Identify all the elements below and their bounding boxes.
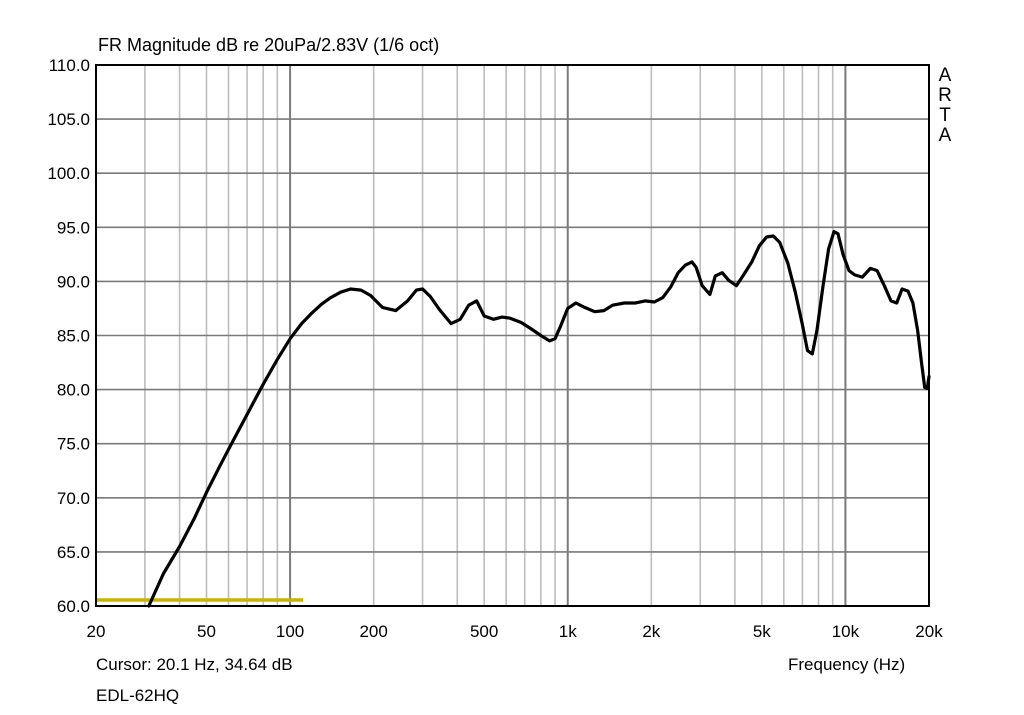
y-tick-label: 65.0 [57, 543, 90, 562]
arta-watermark: A R T A [936, 66, 954, 146]
x-axis-title: Frequency (Hz) [788, 655, 906, 674]
y-tick-label: 60.0 [57, 597, 90, 616]
y-tick-label: 105.0 [47, 110, 90, 129]
watermark-letter: A [938, 65, 952, 86]
x-tick-label: 10k [832, 622, 860, 641]
x-tick-label: 1k [559, 622, 577, 641]
watermark-letter: A [938, 125, 952, 146]
device-name: EDL-62HQ [96, 686, 180, 705]
x-tick-label: 20 [87, 622, 106, 641]
y-tick-label: 85.0 [57, 327, 90, 346]
y-tick-label: 110.0 [49, 56, 90, 75]
y-axis-tick-labels: 110.0 105.0 100.0 95.0 90.0 85.0 80.0 75.0 70.0 6… [47, 56, 90, 616]
x-tick-label: 50 [197, 622, 216, 641]
response-line [147, 230, 931, 608]
y-tick-label: 95.0 [57, 218, 90, 237]
watermark-letter: T [939, 105, 951, 126]
x-tick-label: 100 [276, 622, 304, 641]
chart-title: FR Magnitude dB re 20uPa/2.83V (1/6 oct) [98, 35, 440, 55]
cursor-readout: Cursor: 20.1 Hz, 34.64 dB [96, 655, 293, 674]
major-gridlines [96, 65, 929, 606]
y-tick-label: 80.0 [57, 381, 90, 400]
x-tick-label: 500 [470, 622, 498, 641]
x-tick-label: 2k [642, 622, 660, 641]
y-tick-label: 70.0 [57, 489, 90, 508]
x-tick-label: 20k [915, 622, 943, 641]
y-tick-label: 100.0 [47, 164, 90, 183]
x-tick-label: 5k [753, 622, 771, 641]
frequency-response-curve [147, 230, 931, 608]
y-tick-label: 75.0 [57, 435, 90, 454]
y-tick-label: 90.0 [57, 272, 90, 291]
watermark-letter: R [938, 85, 952, 106]
x-tick-label: 200 [359, 622, 387, 641]
x-axis-tick-labels: 20 50 100 200 500 1k 2k 5k 10k 20k [87, 622, 944, 641]
plot-frame [95, 64, 930, 607]
